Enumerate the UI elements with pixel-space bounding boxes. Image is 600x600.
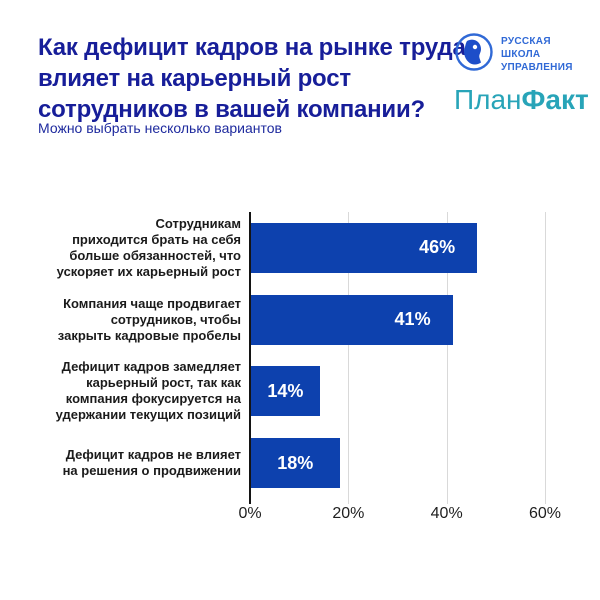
category-label: Компания чаще продвигает сотрудников, чт… — [57, 295, 241, 343]
bar: 14% — [251, 366, 320, 417]
x-tick-label: 60% — [528, 505, 562, 522]
planfact-logo-part1: План — [454, 84, 522, 115]
planfact-logo-part2: Факт — [521, 84, 589, 115]
category-label: Сотрудникам приходится брать на себя бол… — [56, 215, 241, 279]
bar-value-label: 41% — [394, 309, 431, 330]
page-title: Как дефицит кадров на рынке труда влияет… — [38, 34, 466, 123]
rsu-logo-icon — [454, 32, 494, 77]
x-tick-label: 20% — [332, 505, 365, 522]
y-axis-line — [249, 212, 251, 504]
x-tick-label: 0% — [238, 505, 262, 522]
category-labels: Сотрудникам приходится брать на себя бол… — [34, 212, 241, 499]
bar-value-label: 14% — [267, 380, 304, 401]
rsu-logo: РУССКАЯ ШКОЛА УПРАВЛЕНИЯ — [454, 32, 573, 77]
plot-area: 46% 41% 14% 18% — [249, 212, 546, 504]
bar: 41% — [251, 294, 453, 345]
gridline — [348, 212, 350, 504]
gridline — [545, 212, 546, 504]
x-axis-ticks: 0% 20% 40% 60% — [238, 505, 561, 527]
bar-value-label: 46% — [419, 237, 456, 258]
page-subtitle: Можно выбрать несколько вариантов — [38, 120, 282, 136]
rsu-logo-text: РУССКАЯ ШКОЛА УПРАВЛЕНИЯ — [501, 36, 573, 73]
category-label: Дефицит кадров замедляет карьерный рост,… — [55, 359, 241, 423]
bar: 46% — [251, 222, 478, 273]
x-tick-label: 40% — [430, 505, 463, 522]
gridline — [446, 212, 448, 504]
category-label: Дефицит кадров не влияет на решения о пр… — [62, 447, 241, 479]
bar: 18% — [251, 438, 340, 489]
bar-value-label: 18% — [277, 452, 314, 473]
planfact-logo: ПланФакт — [454, 84, 589, 116]
